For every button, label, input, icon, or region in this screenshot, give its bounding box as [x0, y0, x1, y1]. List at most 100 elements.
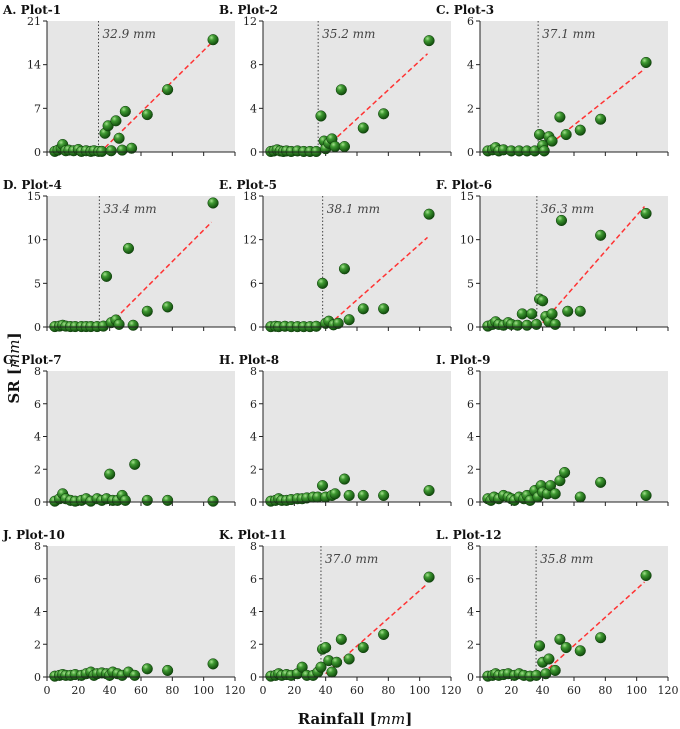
- y-tick-label: 8: [467, 540, 474, 553]
- y-tick-label: 6: [467, 398, 474, 411]
- trend-line: [543, 68, 645, 150]
- y-tick-label: 4: [467, 431, 474, 444]
- y-tick-label: 0: [467, 321, 474, 334]
- data-point: [343, 489, 355, 502]
- data-point: [141, 663, 153, 675]
- panel-background: [263, 546, 451, 677]
- panel-1: A. Plot-1 0 7 14 21 32.9 mm: [2, 3, 236, 159]
- y-tick-label: 4: [34, 431, 41, 444]
- data-point: [329, 140, 341, 153]
- data-point: [546, 308, 558, 320]
- threshold-label: 37.1 mm: [542, 27, 595, 41]
- x-tick-label: 40: [536, 684, 550, 697]
- y-tick-label: 10: [27, 234, 41, 247]
- data-point: [162, 664, 174, 677]
- x-tick-label: 60: [134, 684, 148, 697]
- y-tick-label: 12: [243, 15, 257, 28]
- x-tick-label: 80: [598, 684, 612, 697]
- threshold-label: 35.8 mm: [540, 552, 593, 566]
- y-tick-label: 2: [34, 463, 41, 476]
- data-point: [562, 305, 574, 317]
- y-tick-label: 4: [34, 606, 41, 619]
- threshold-label: 38.1 mm: [327, 202, 380, 216]
- panel-title: I. Plot-9: [436, 353, 490, 367]
- y-tick-label: 0: [250, 496, 257, 509]
- data-point: [96, 145, 108, 157]
- data-point: [357, 641, 369, 654]
- data-point: [537, 295, 549, 307]
- trend-line: [325, 53, 429, 149]
- y-tick-label: 2: [467, 463, 474, 476]
- x-tick-label: 120: [658, 684, 679, 697]
- data-point: [521, 319, 533, 331]
- panels: A. Plot-1 0 7 14 21 32.9 mm B. Plot-2 0 4 8 12 35.2…: [2, 3, 679, 697]
- data-point: [640, 207, 652, 220]
- data-point: [162, 84, 174, 96]
- panel-title: G. Plot-7: [3, 353, 62, 367]
- x-tick-label: 60: [350, 684, 364, 697]
- data-point: [549, 488, 561, 500]
- y-tick-label: 0: [467, 146, 474, 159]
- y-tick-label: 2: [34, 638, 41, 651]
- y-tick-label: 6: [250, 398, 257, 411]
- threshold-label: 33.4 mm: [103, 202, 156, 216]
- panel-title: A. Plot-1: [2, 3, 61, 17]
- trend-line: [104, 42, 213, 149]
- data-point: [549, 318, 561, 330]
- panel-background: [47, 196, 235, 327]
- data-point: [343, 314, 355, 326]
- y-tick-label: 6: [250, 277, 257, 290]
- data-point: [538, 145, 550, 157]
- data-point: [526, 308, 538, 320]
- panel-5: E. Plot-5 0 6 12 18 38.1 mm: [219, 178, 452, 334]
- y-tick-label: 0: [34, 671, 41, 684]
- panel-3: C. Plot-3 0 2 4 6 37.1 mm: [436, 3, 669, 159]
- data-point: [110, 115, 122, 127]
- y-tick-label: 7: [34, 102, 41, 115]
- data-point: [543, 653, 555, 665]
- x-tick-label: 100: [193, 684, 214, 697]
- data-point: [119, 105, 131, 118]
- data-point: [113, 132, 125, 144]
- y-tick-label: 8: [250, 365, 257, 378]
- trend-line: [325, 583, 428, 675]
- y-tick-label: 0: [34, 321, 41, 334]
- data-point: [378, 108, 390, 120]
- data-point: [595, 476, 607, 488]
- data-point: [595, 229, 607, 241]
- data-point: [331, 656, 343, 668]
- data-point: [126, 142, 138, 154]
- data-point: [141, 494, 153, 506]
- data-point: [105, 145, 117, 157]
- y-tick-label: 4: [467, 606, 474, 619]
- panel-7: G. Plot-7 0 2 4 6 8: [3, 353, 236, 509]
- data-point: [162, 494, 174, 506]
- panel-background: [480, 371, 668, 502]
- data-point: [516, 308, 528, 320]
- y-tick-label: 4: [250, 606, 257, 619]
- data-point: [116, 144, 128, 156]
- data-point: [129, 458, 141, 470]
- data-point: [533, 128, 546, 141]
- data-point: [316, 277, 329, 289]
- y-tick-label: 21: [27, 15, 41, 28]
- data-point: [338, 263, 351, 275]
- y-tick-label: 15: [27, 190, 41, 203]
- data-point: [378, 628, 390, 640]
- data-point: [141, 109, 153, 121]
- x-tick-label: 40: [319, 684, 333, 697]
- data-point: [119, 494, 131, 506]
- data-point: [640, 489, 652, 502]
- data-point: [102, 120, 114, 132]
- data-point: [100, 270, 113, 282]
- data-point: [357, 489, 369, 502]
- y-axis-label: SR [mm]: [5, 332, 23, 403]
- y-tick-label: 4: [250, 431, 257, 444]
- data-point: [423, 35, 435, 47]
- panel-background: [47, 371, 235, 502]
- y-tick-label: 0: [34, 496, 41, 509]
- panel-title: B. Plot-2: [219, 3, 278, 17]
- y-tick-label: 0: [467, 671, 474, 684]
